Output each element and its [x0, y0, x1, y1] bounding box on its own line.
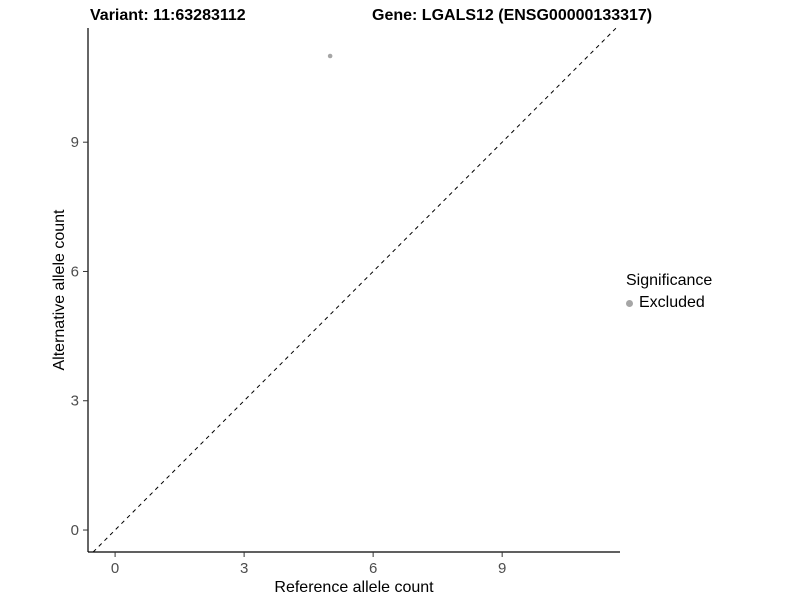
y-axis-label: Alternative allele count [51, 209, 68, 371]
x-axis-label: Reference allele count [274, 579, 434, 596]
legend-entry-label: Excluded [639, 294, 705, 311]
plot-title-gene: Gene: LGALS12 (ENSG00000133317) [372, 7, 653, 24]
x-tick-label: 3 [240, 560, 248, 577]
legend-entry-excluded: Excluded [626, 294, 712, 312]
legend-title: Significance [626, 272, 713, 289]
identity-line [92, 27, 617, 553]
x-tick-label: 0 [111, 560, 119, 577]
plot-title-variant: Variant: 11:63283112 [90, 7, 246, 24]
y-tick-label: 0 [71, 522, 79, 539]
y-tick-label: 3 [71, 393, 79, 410]
x-tick-label: 6 [369, 560, 377, 577]
legend: Significance Excluded [626, 272, 712, 312]
y-tick-label: 6 [71, 263, 79, 280]
y-tick-label: 9 [71, 134, 79, 151]
x-tick-label: 9 [498, 560, 506, 577]
data-point [327, 53, 333, 59]
excluded-point-icon [626, 299, 633, 307]
